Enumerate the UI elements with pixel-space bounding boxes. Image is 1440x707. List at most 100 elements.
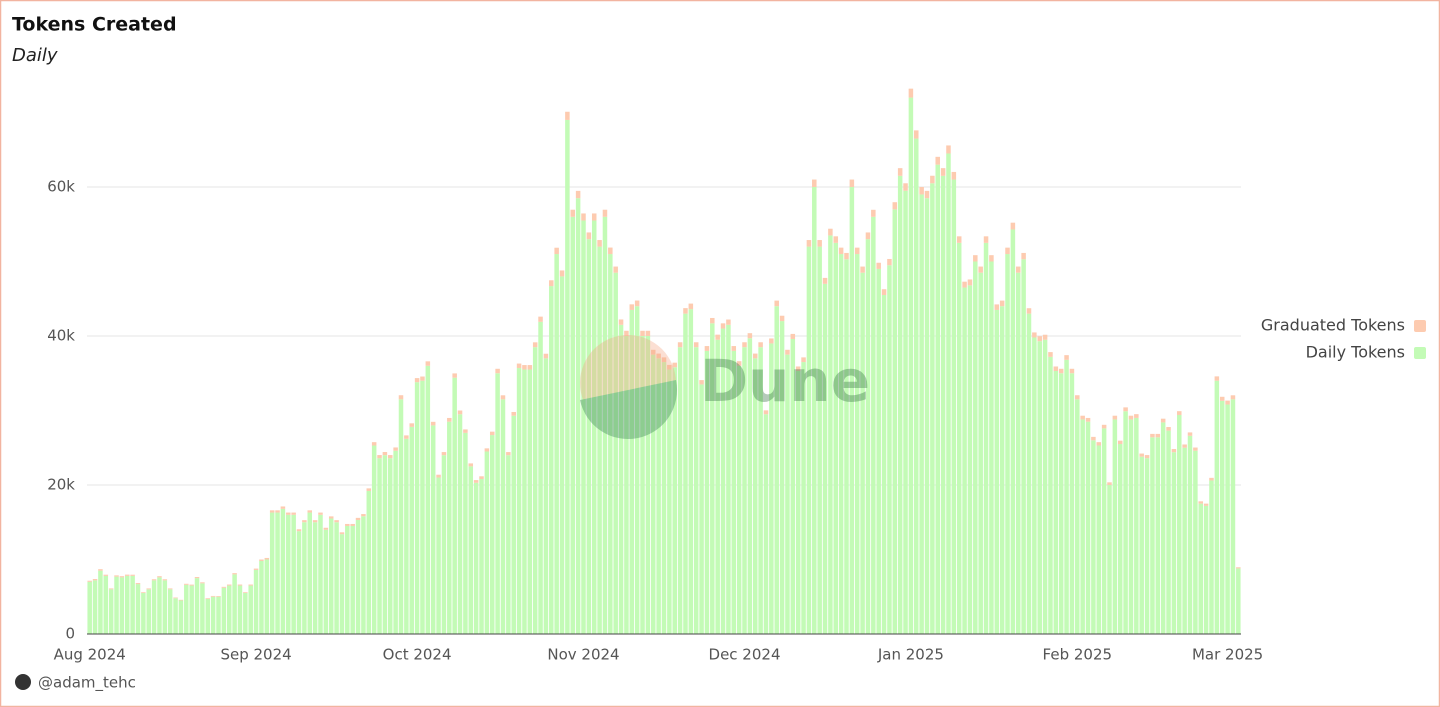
bar-segment xyxy=(983,236,989,243)
bar-segment xyxy=(350,523,355,526)
bar-segment xyxy=(1101,424,1107,429)
bar-segment xyxy=(479,476,484,480)
bar-segment xyxy=(903,183,908,191)
bar-segment xyxy=(205,598,211,599)
bar-segment xyxy=(570,216,576,635)
bar-segment xyxy=(484,448,490,452)
credit-avatar xyxy=(15,674,31,690)
bar-segment xyxy=(720,328,726,634)
bar-segment xyxy=(1096,445,1102,634)
bar-segment xyxy=(1080,415,1085,420)
bar-segment xyxy=(323,527,329,530)
bar-segment xyxy=(779,315,785,322)
bar-segment xyxy=(1171,449,1177,453)
bar-segment xyxy=(817,240,822,247)
bar-segment xyxy=(361,516,366,634)
bar-segment xyxy=(876,268,881,634)
bar-segment xyxy=(1214,376,1220,381)
bar-segment xyxy=(87,581,92,634)
bar-segment xyxy=(930,175,935,184)
bar-segment xyxy=(1015,266,1021,273)
bar-segment xyxy=(108,588,114,590)
bar-segment xyxy=(989,261,994,634)
bar-segment xyxy=(559,276,565,634)
bar-segment xyxy=(779,321,785,634)
bar-segment xyxy=(157,577,162,634)
bar-segment xyxy=(897,168,903,176)
watermark-logo-part xyxy=(580,380,678,440)
bar-segment xyxy=(1236,567,1241,569)
legend-label: Graduated Tokens xyxy=(1261,316,1405,335)
bar-segment xyxy=(350,525,355,634)
bar-segment xyxy=(398,399,404,634)
bar-segment xyxy=(141,593,146,634)
bar-segment xyxy=(720,323,726,329)
bar-segment xyxy=(393,450,398,634)
bar-segment xyxy=(967,285,973,634)
bar-segment xyxy=(908,88,914,98)
bar-segment xyxy=(812,179,817,187)
bar-segment xyxy=(1112,419,1118,634)
bar-segment xyxy=(146,589,151,634)
bar-segment xyxy=(586,232,592,240)
bar-segment xyxy=(1193,450,1198,634)
bar-segment xyxy=(1107,482,1112,485)
bar-segment xyxy=(232,573,237,575)
bar-segment xyxy=(500,399,506,634)
bar-segment xyxy=(994,309,1000,634)
bar-segment xyxy=(119,576,125,578)
bar-segment xyxy=(1010,229,1016,634)
bar-segment xyxy=(962,281,967,288)
bar-segment xyxy=(377,455,382,459)
bar-segment xyxy=(1107,485,1112,634)
bar-segment xyxy=(221,587,227,634)
bar-segment xyxy=(581,220,586,634)
bar-segment xyxy=(291,512,296,515)
bar-segment xyxy=(618,324,624,634)
bar-segment xyxy=(527,365,533,370)
bar-segment xyxy=(328,516,334,519)
bar-segment xyxy=(897,175,903,634)
bar-segment xyxy=(280,508,286,634)
bar-segment xyxy=(597,246,602,634)
bar-segment xyxy=(371,442,377,446)
bar-segment xyxy=(135,583,141,585)
bar-segment xyxy=(677,347,683,634)
bar-segment xyxy=(1214,380,1220,634)
bar-segment xyxy=(1021,259,1026,634)
bar-segment xyxy=(989,255,994,262)
bar-segment xyxy=(312,522,318,634)
bar-segment xyxy=(828,235,833,635)
bar-segment xyxy=(1160,418,1166,423)
y-tick-label: 0 xyxy=(65,625,75,643)
bar-segment xyxy=(795,366,801,372)
bar-segment xyxy=(731,350,737,634)
bar-segment xyxy=(1123,411,1128,634)
bar-segment xyxy=(549,280,554,287)
bar-segment xyxy=(259,559,264,561)
y-tick-label: 20k xyxy=(47,476,75,494)
bar-segment xyxy=(323,529,329,634)
bar-segment xyxy=(162,579,168,581)
bar-segment xyxy=(822,277,828,284)
bar-segment xyxy=(1225,400,1230,405)
bar-segment xyxy=(1032,332,1037,338)
bar-segment xyxy=(119,577,125,634)
bar-segment xyxy=(747,338,753,634)
bar-segment xyxy=(184,583,189,585)
bar-segment xyxy=(328,518,334,634)
bar-segment xyxy=(618,319,624,325)
bar-segment xyxy=(554,254,559,635)
bar-segment xyxy=(629,304,635,310)
bar-segment xyxy=(538,316,543,322)
bar-segment xyxy=(216,596,221,597)
bar-segment xyxy=(973,255,978,262)
bar-segment xyxy=(141,592,146,594)
bar-segment xyxy=(667,369,672,634)
bar-segment xyxy=(506,455,511,634)
bar-segment xyxy=(876,262,881,269)
bar-segment xyxy=(1144,458,1150,634)
bar-segment xyxy=(865,239,871,634)
bar-segment xyxy=(656,358,661,634)
bar-segment xyxy=(296,531,302,634)
